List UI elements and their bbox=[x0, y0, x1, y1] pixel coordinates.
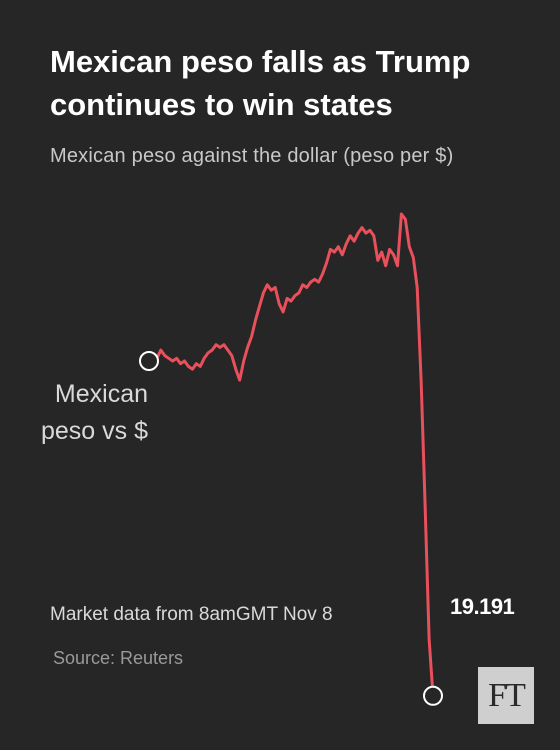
series-label: Mexican peso vs $ bbox=[40, 380, 148, 445]
chart-subtitle: Mexican peso against the dollar (peso pe… bbox=[50, 145, 454, 167]
ft-logo: FT bbox=[478, 667, 534, 724]
start-marker bbox=[139, 351, 159, 371]
chart-title: Mexican peso falls as Trump continues to… bbox=[50, 44, 471, 122]
source-text: Source: Reuters bbox=[53, 648, 184, 668]
series-line bbox=[147, 212, 435, 698]
market-data-note: Market data from 8amGMT Nov 8 bbox=[50, 604, 333, 625]
end-marker bbox=[423, 685, 443, 706]
end-value-label: 19.191 bbox=[450, 594, 515, 619]
plot-area bbox=[139, 212, 443, 706]
